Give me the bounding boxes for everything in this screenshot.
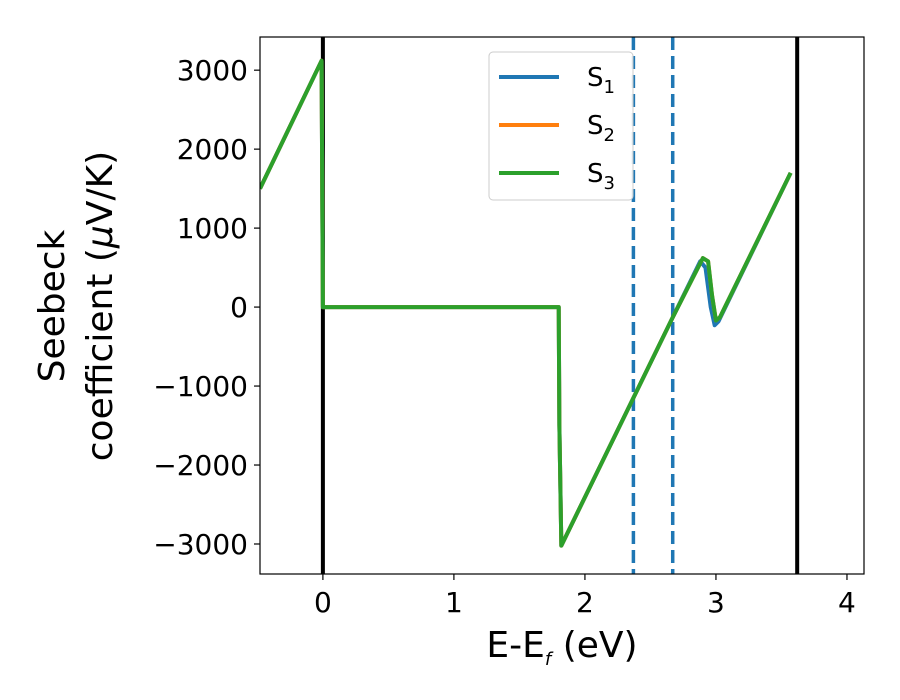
y-axis-label: Seebeck coefficient (μV/K) <box>32 151 121 461</box>
y-tick-label: −1000 <box>153 370 248 403</box>
legend-box <box>488 51 634 201</box>
legend-label-s3: S3 <box>587 159 615 194</box>
legend-label-s1: S1 <box>587 63 615 98</box>
series-line-s3 <box>260 58 793 548</box>
legend: S1 S2 S3 <box>488 51 634 201</box>
y-tick-label: 3000 <box>177 54 248 87</box>
y-tick-label: 1000 <box>177 212 248 245</box>
x-axis-ticks: 0 1 2 3 4 <box>314 574 856 619</box>
y-axis-ticks: 3000 2000 1000 0 −1000 −2000 −3000 <box>153 54 260 561</box>
y-tick-label: −3000 <box>153 528 248 561</box>
x-tick-label: 4 <box>838 586 856 619</box>
plot-inner <box>260 37 800 574</box>
y-tick-label: 0 <box>230 291 248 324</box>
x-tick-label: 2 <box>576 586 594 619</box>
axes-frame <box>259 36 865 575</box>
legend-label-s2: S2 <box>587 111 615 146</box>
y-axis-label-line2: coefficient (μV/K) <box>80 151 121 461</box>
y-tick-label: −2000 <box>153 449 248 482</box>
x-tick-label: 3 <box>707 586 725 619</box>
x-tick-label: 0 <box>314 586 332 619</box>
x-axis-label: E-Ef (eV) <box>486 625 637 670</box>
y-axis-label-line1: Seebeck <box>32 229 73 382</box>
y-tick-label: 2000 <box>177 133 248 166</box>
plot-area <box>260 37 800 574</box>
x-tick-label: 1 <box>445 586 463 619</box>
